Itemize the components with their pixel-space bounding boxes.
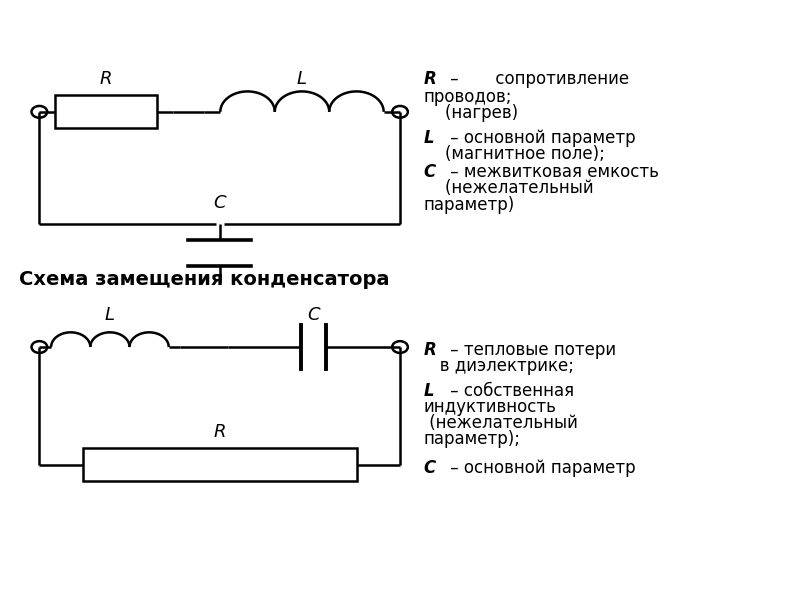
Text: R: R [100, 70, 112, 88]
Text: индуктивность: индуктивность [423, 398, 556, 416]
Text: (нежелательный: (нежелательный [423, 179, 593, 197]
Text: C: C [307, 305, 320, 323]
Text: –       сопротивление: – сопротивление [446, 70, 630, 88]
Text: – основной параметр: – основной параметр [446, 129, 636, 147]
Bar [82, 448, 357, 481]
Text: – собственная: – собственная [446, 382, 574, 400]
Text: (нагрев): (нагрев) [423, 104, 518, 122]
Text: L: L [297, 70, 307, 88]
Text: Схема замещения конденсатора: Схема замещения конденсатора [18, 270, 390, 289]
Text: параметр);: параметр); [423, 430, 521, 448]
Text: C: C [423, 163, 436, 181]
Text: – межвитковая емкость: – межвитковая емкость [446, 163, 659, 181]
Text: параметр): параметр) [423, 196, 514, 214]
Text: R: R [214, 423, 226, 441]
Text: L: L [105, 305, 115, 323]
Text: R: R [423, 70, 436, 88]
Text: C: C [214, 194, 226, 212]
Text: L: L [423, 129, 434, 147]
Text: в диэлектрике;: в диэлектрике; [423, 357, 574, 375]
Text: проводов;: проводов; [423, 88, 512, 106]
Bar [55, 95, 157, 128]
Text: – основной параметр: – основной параметр [446, 458, 636, 476]
Text: C: C [423, 458, 436, 476]
Text: – тепловые потери: – тепловые потери [446, 341, 617, 359]
Text: R: R [423, 341, 436, 359]
Text: L: L [423, 382, 434, 400]
Text: (магнитное поле);: (магнитное поле); [423, 145, 604, 163]
Text: (нежелательный: (нежелательный [423, 415, 578, 433]
